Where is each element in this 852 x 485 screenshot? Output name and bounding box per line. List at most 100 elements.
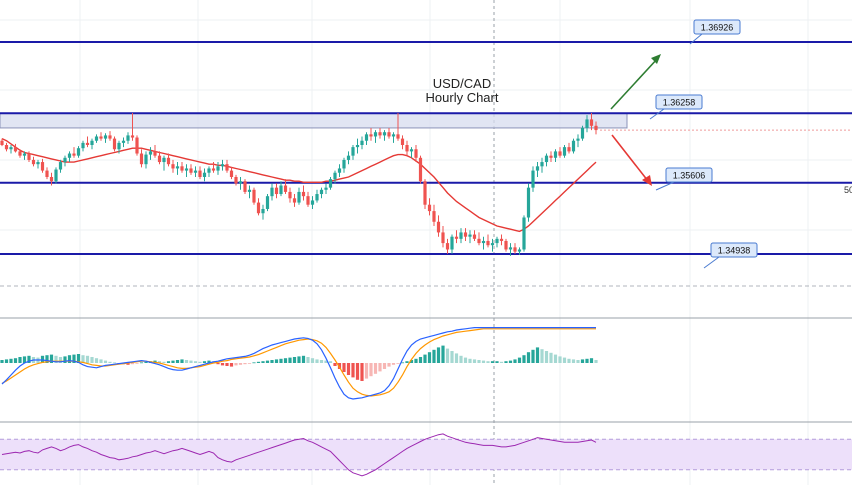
candle-body [238, 181, 243, 184]
macd-histogram-bar [202, 361, 207, 363]
level-label: 1.36258 [649, 94, 703, 120]
candle-body [135, 137, 139, 154]
candle-body [94, 136, 99, 141]
candle-body [279, 185, 283, 195]
level-label-text: 1.36258 [663, 98, 696, 108]
candle-body [198, 170, 202, 177]
macd-histogram-bar [427, 352, 432, 363]
candle-body [225, 164, 229, 171]
candle [477, 232, 481, 246]
candle [207, 166, 211, 177]
macd-histogram-bar [198, 361, 202, 363]
macd-histogram-bar [315, 359, 319, 363]
candle [553, 149, 558, 163]
candle-body [270, 187, 274, 197]
candle [117, 140, 121, 154]
macd-histogram-bar [301, 355, 306, 363]
candle [139, 149, 144, 168]
candle [148, 147, 153, 160]
bearish-arrow-head [642, 175, 652, 186]
candle [594, 121, 598, 135]
candle [423, 179, 427, 209]
candle [94, 134, 99, 143]
macd-histogram-bar [441, 345, 445, 363]
candle [283, 179, 288, 195]
macd-histogram-bar [436, 347, 441, 363]
macd-histogram-bar [13, 358, 18, 363]
macd-histogram-bar [22, 356, 27, 363]
candle-body [427, 204, 432, 212]
candle [369, 127, 373, 141]
macd-histogram-bar [243, 363, 247, 365]
candle-body [265, 196, 270, 209]
candle-body [436, 221, 441, 233]
candle [513, 243, 517, 254]
macd-histogram-bar [45, 355, 49, 363]
candle [495, 236, 499, 248]
candle-body [162, 157, 166, 163]
rsi-line [1, 433, 597, 477]
macd-histogram-bar [391, 363, 396, 365]
candle-body [148, 151, 153, 155]
macd-histogram-bar [261, 361, 265, 363]
macd-histogram-bar [522, 355, 526, 363]
candle-body [360, 140, 364, 145]
macd-histogram-bar [274, 359, 279, 363]
macd-histogram-bar [54, 355, 58, 363]
candle [175, 162, 180, 175]
candle [247, 185, 252, 199]
macd-histogram-bar [360, 363, 364, 381]
price-axis-edge-label: 50 [844, 185, 852, 195]
candle-body [139, 153, 144, 165]
candle-body [535, 166, 540, 171]
candle [279, 181, 283, 197]
candle [508, 243, 513, 256]
candle-body [526, 187, 531, 218]
macd-histogram-bar [481, 360, 486, 363]
candle [549, 151, 553, 163]
candle-body [193, 170, 198, 173]
macd-histogram-bar [486, 361, 490, 363]
candle [315, 189, 319, 203]
candle-body [463, 232, 468, 237]
candle [180, 162, 184, 173]
candle [445, 238, 450, 254]
macd-histogram-bar [306, 357, 310, 363]
macd-histogram-bar [9, 358, 13, 363]
macd-histogram-bar [234, 363, 238, 366]
macd-histogram-bar [90, 357, 94, 363]
candle-body [459, 232, 463, 239]
macd-histogram-bar [454, 353, 459, 363]
candle-body [342, 159, 346, 169]
candle-body [594, 125, 598, 131]
candle-body [22, 153, 27, 156]
candle-body [76, 148, 81, 156]
candle-body [540, 162, 544, 167]
macd-histogram-bar [94, 358, 99, 363]
candle-body [445, 243, 450, 250]
candle-body [36, 162, 40, 165]
candle-body [504, 240, 508, 250]
candle-body [405, 145, 409, 152]
candle-body [157, 155, 162, 163]
macd-histogram-bar [85, 355, 90, 363]
candle-body [40, 162, 45, 171]
macd-histogram-bar [544, 351, 549, 363]
candle-body [243, 181, 247, 192]
candle-body [319, 189, 324, 195]
candle-body [72, 153, 76, 156]
macd-histogram-bar [189, 360, 193, 363]
macd-histogram-bar [0, 360, 4, 363]
macd-histogram-bar [418, 357, 423, 363]
macd-histogram-bar [351, 363, 355, 378]
candle [324, 183, 328, 195]
candle [22, 151, 27, 160]
candle-body [387, 132, 391, 137]
macd-histogram-bar [76, 354, 81, 363]
candle-body [351, 147, 355, 156]
macd-histogram-bar [423, 354, 427, 363]
candle [144, 151, 148, 169]
candle-body [18, 151, 22, 156]
macd-histogram-bar [63, 356, 67, 363]
candle [189, 164, 193, 175]
